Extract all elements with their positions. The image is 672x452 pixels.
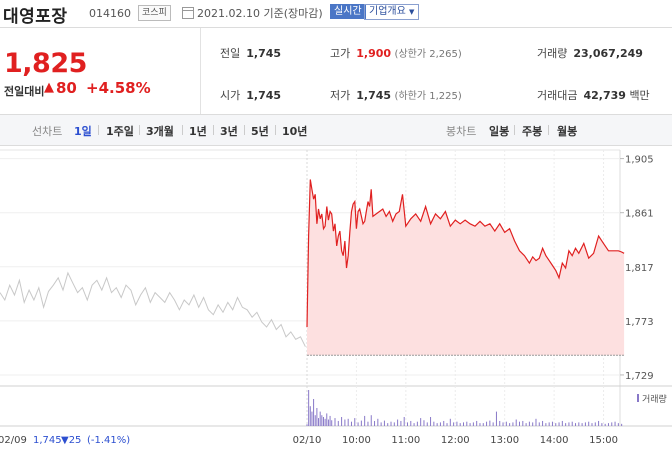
amount-cell: 거래대금 42,739 백만 <box>537 89 650 102</box>
quote-date: 2021.02.10 기준(장마감) <box>197 7 323 20</box>
y-tick-label: 1,773 <box>625 317 654 328</box>
y-tick-label: 1,861 <box>625 209 654 220</box>
tab-monthly-candle[interactable]: 월봉 <box>557 125 578 138</box>
divider <box>548 125 549 135</box>
volume-legend-swatch <box>637 394 639 402</box>
y-tick-label: 1,905 <box>625 155 654 166</box>
stock-name: 대영포장 <box>3 7 68 27</box>
open-cell: 시가 1,745 <box>220 89 282 102</box>
high-cell: 고가 1,900 (상한가 2,265) <box>330 47 462 60</box>
market-badge: 코스피 <box>138 5 171 21</box>
volume-cell: 거래량 23,067,249 <box>537 47 643 60</box>
volume-legend-label: 거래량 <box>642 393 667 405</box>
stock-code: 014160 <box>89 7 131 20</box>
x-tick-label: 02/10 <box>293 435 322 446</box>
x-tick-label: 10:00 <box>342 435 371 446</box>
tab-daily-candle[interactable]: 일봉 <box>489 125 510 138</box>
change-value: 80 <box>56 79 77 97</box>
divider <box>139 125 140 135</box>
current-price: 1,825 <box>4 48 87 79</box>
tab-10y[interactable]: 10년 <box>282 125 308 138</box>
change-label: 전일대비 <box>4 85 45 98</box>
prev-day-date: 02/09 <box>0 435 27 446</box>
line-chart-label: 선차트 <box>32 125 63 138</box>
prev-day-change: ▼25 <box>61 435 81 446</box>
company-overview-button[interactable]: 기업개요 ▼ <box>364 4 420 20</box>
tab-1w[interactable]: 1주일 <box>106 125 134 138</box>
candle-chart-label: 봉차트 <box>446 125 477 138</box>
tab-1d[interactable]: 1일 <box>74 125 92 138</box>
y-tick-label: 1,729 <box>625 371 654 382</box>
previous-day-line <box>0 271 306 347</box>
x-tick-label: 12:00 <box>441 435 470 446</box>
change-percent: +4.58% <box>86 79 151 97</box>
prev-close-cell: 전일 1,745 <box>220 47 282 60</box>
up-arrow-icon: ▲ <box>44 80 54 95</box>
divider <box>98 125 99 135</box>
tab-5y[interactable]: 5년 <box>251 125 269 138</box>
x-tick-label: 14:00 <box>540 435 569 446</box>
x-tick-label: 11:00 <box>391 435 420 446</box>
low-cell: 저가 1,745 (하한가 1,225) <box>330 89 462 102</box>
prev-day-close: 1,745 <box>33 435 62 446</box>
x-tick-label: 15:00 <box>589 435 618 446</box>
x-tick-label: 13:00 <box>490 435 519 446</box>
divider <box>213 125 214 135</box>
chevron-down-icon: ▼ <box>409 8 415 16</box>
divider <box>514 125 515 135</box>
realtime-button[interactable]: 실시간 <box>330 4 366 19</box>
tab-3y[interactable]: 3년 <box>220 125 238 138</box>
tab-3m[interactable]: 3개월 <box>146 125 174 138</box>
chart-tabs: 선차트 1일 1주일 3개월 1년 3년 5년 10년 봉차트 일봉 주봉 월봉 <box>0 115 672 146</box>
price-area <box>307 179 625 356</box>
price-line <box>306 179 625 328</box>
divider <box>0 114 672 115</box>
stock-header: 대영포장 014160 코스피 2021.02.10 기준(장마감) 실시간 기… <box>0 0 672 27</box>
tab-1y[interactable]: 1년 <box>189 125 207 138</box>
divider <box>200 28 201 114</box>
divider <box>244 125 245 135</box>
divider <box>182 125 183 135</box>
calendar-icon <box>182 7 194 19</box>
y-tick-label: 1,817 <box>625 263 654 274</box>
divider <box>0 27 672 28</box>
divider <box>275 125 276 135</box>
prev-day-change-pct: (-1.41%) <box>87 435 130 446</box>
tab-weekly-candle[interactable]: 주봉 <box>522 125 543 138</box>
